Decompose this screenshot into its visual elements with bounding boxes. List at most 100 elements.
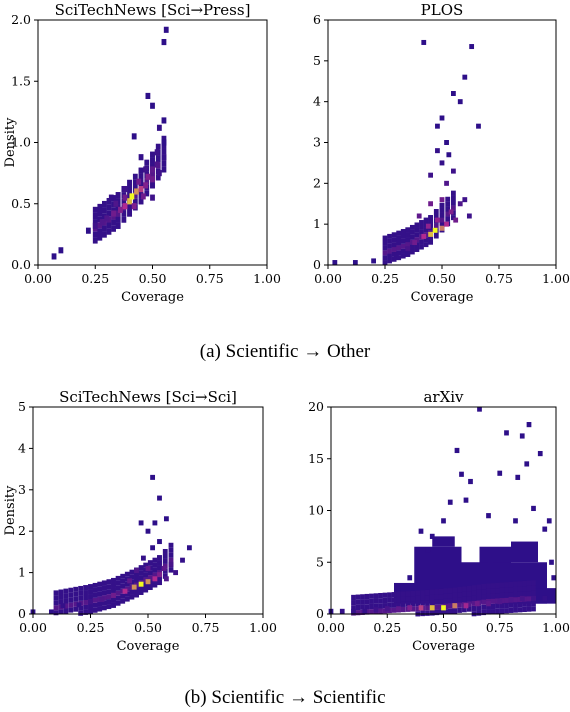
- density-cell: [428, 239, 433, 245]
- density-cell: [434, 594, 440, 600]
- heatmap-cells: [328, 406, 557, 617]
- density-cell: [400, 238, 406, 244]
- density-cell: [132, 179, 138, 186]
- density-cell: [499, 582, 505, 588]
- density-cell: [68, 597, 74, 603]
- density-cell: [115, 585, 121, 591]
- density-cell: [127, 185, 133, 193]
- density-cell: [396, 602, 401, 608]
- density-cell: [425, 589, 430, 596]
- density-cell: [396, 235, 402, 241]
- density-cell: [425, 600, 430, 606]
- density-cell: [451, 168, 456, 174]
- density-cell: [419, 239, 424, 245]
- density-cell: [152, 572, 158, 578]
- chart-title: SciTechNews [Sci→Press]: [55, 1, 251, 19]
- density-cell: [445, 216, 451, 222]
- density-cell: [157, 539, 162, 545]
- density-cell: [387, 597, 392, 603]
- density-cell: [447, 593, 453, 599]
- density-cell: [85, 227, 91, 234]
- density-cell: [147, 570, 153, 576]
- density-cell: [396, 606, 401, 612]
- density-cell: [391, 602, 397, 608]
- density-cell: [378, 608, 383, 614]
- density-cell: [155, 155, 161, 163]
- density-cell: [526, 606, 532, 612]
- density-cell: [382, 240, 388, 246]
- density-cell: [419, 229, 424, 235]
- density-cell: [138, 173, 144, 180]
- caption-b: (b) Scientific → Scientific: [184, 687, 385, 708]
- density-cell: [452, 587, 458, 593]
- density-cell: [143, 182, 149, 189]
- density-cell: [163, 576, 169, 582]
- density-cell: [405, 237, 411, 243]
- density-cell: [369, 593, 374, 599]
- density-cell: [499, 592, 505, 599]
- density-cell: [490, 609, 496, 615]
- density-cell: [433, 213, 439, 219]
- density-cell: [124, 591, 130, 597]
- y-axis: 0 1 2 3 4 5 6: [313, 12, 328, 272]
- density-cell: [58, 609, 64, 615]
- density-cell: [351, 608, 356, 614]
- density-cell: [469, 44, 475, 50]
- y-tick-label: 2: [18, 523, 26, 538]
- density-cell: [68, 602, 74, 608]
- density-cell: [463, 497, 469, 503]
- density-cell: [60, 603, 66, 609]
- chart-title: PLOS: [421, 1, 464, 19]
- density-cell: [405, 596, 411, 602]
- density-cell: [504, 608, 509, 614]
- density-cell: [360, 604, 365, 610]
- density-cell: [161, 38, 167, 46]
- density-cell: [513, 602, 518, 608]
- density-cell: [425, 595, 430, 601]
- density-cell: [106, 599, 112, 605]
- density-cell: [434, 599, 440, 605]
- density-cell: [495, 593, 500, 599]
- density-cell: [414, 232, 420, 238]
- density-cell: [433, 233, 439, 239]
- density-cell: [439, 202, 445, 208]
- density-cell: [161, 135, 167, 142]
- density-cell: [433, 223, 439, 229]
- density-cell: [378, 603, 383, 609]
- density-cell: [444, 140, 449, 145]
- density-cell: [63, 588, 69, 594]
- density-cell: [462, 74, 468, 80]
- density-cell: [495, 608, 500, 614]
- density-cell: [111, 582, 116, 588]
- density-cell: [490, 593, 496, 599]
- density-cell: [339, 608, 345, 614]
- density-cell: [382, 597, 388, 604]
- density-cell: [115, 192, 121, 199]
- density-cell: [443, 598, 449, 604]
- density-cell: [92, 231, 98, 238]
- x-tick-label: 0.00: [19, 620, 47, 635]
- density-cell: [168, 561, 174, 567]
- density-cell: [391, 232, 397, 238]
- density-cell: [382, 592, 388, 598]
- density-cell: [425, 605, 430, 611]
- density-cell: [504, 430, 509, 436]
- density-cell: [400, 233, 406, 239]
- y-tick-label: 5: [18, 399, 26, 414]
- density-cell: [481, 584, 487, 590]
- density-cell: [106, 579, 112, 585]
- density-cell: [63, 593, 69, 599]
- density-cell: [497, 470, 503, 476]
- density-cell: [451, 205, 456, 211]
- density-cell: [391, 246, 397, 252]
- density-cell: [92, 212, 98, 220]
- density-cell: [452, 603, 458, 609]
- density-cell: [92, 237, 98, 244]
- density-cell: [481, 604, 487, 610]
- density-cell: [400, 243, 406, 249]
- density-cell: [457, 587, 462, 593]
- density-cell: [508, 607, 514, 613]
- density-cell: [435, 123, 440, 129]
- density-cell: [531, 590, 536, 596]
